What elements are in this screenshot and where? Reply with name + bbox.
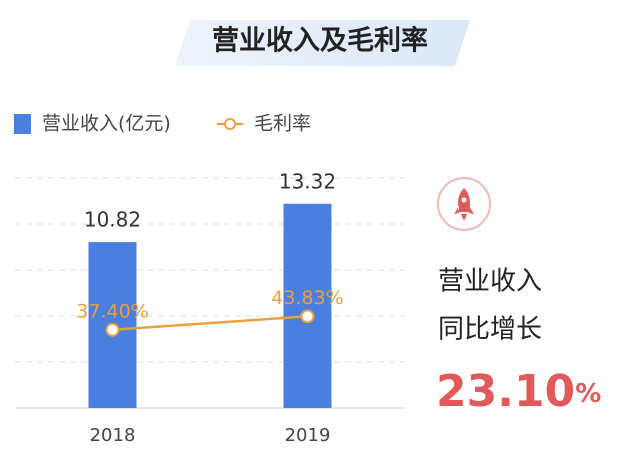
x-tick-label: 2019 [285,425,331,446]
annotation-line: 营业收入 [438,267,542,297]
growth-figure: 23.10% [436,366,601,417]
growth-unit: % [575,379,601,409]
legend-swatch-bar [14,114,31,134]
legend-swatch-marker [224,118,236,130]
growth-icon [437,177,491,231]
title-background [175,20,470,66]
annotation-line: 同比增长 [438,315,542,345]
legend-label: 毛利率 [254,113,311,135]
bar-value-label: 13.32 [279,169,336,193]
chart-title: 营业收入及毛利率 [212,25,428,57]
growth-value: 23.10 [436,366,575,417]
line-marker [105,322,120,337]
bar [283,203,332,408]
line-marker [300,309,315,324]
x-tick-label: 2018 [90,425,136,446]
bar-value-label: 10.82 [84,208,141,232]
rocket [454,188,474,221]
rocket-window [461,197,467,203]
grid [15,177,405,409]
line-value-label: 37.40% [76,300,148,322]
line [112,315,308,332]
legend-label: 营业收入(亿元) [42,113,171,135]
line-value-label: 43.83% [271,287,343,309]
